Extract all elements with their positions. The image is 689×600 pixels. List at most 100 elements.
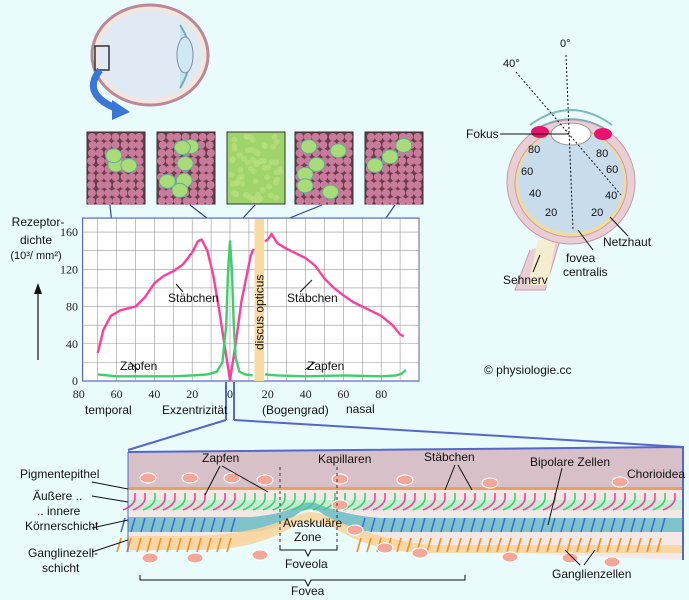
rod-cell (602, 493, 616, 511)
capillary (481, 477, 499, 489)
rod-dot (189, 197, 198, 205)
pigment-epithelium-layer (128, 487, 683, 490)
rod-dot (343, 197, 352, 205)
cone-dot (251, 197, 258, 204)
capillary (181, 472, 199, 484)
rod-dot (206, 181, 215, 189)
rod-cell (182, 493, 196, 511)
rod-dot (198, 165, 207, 173)
capillary (256, 474, 274, 486)
rod-dot (157, 133, 166, 141)
bipolar-cell (390, 517, 396, 533)
rod-dot (120, 197, 129, 205)
cone-dot (395, 137, 413, 153)
cone-cell (562, 493, 576, 511)
capillary (501, 551, 519, 563)
rod-dot (382, 133, 391, 141)
rod-dot (87, 189, 96, 197)
rod-dot (205, 165, 214, 173)
capillary (251, 549, 269, 561)
rod-dot (381, 173, 390, 181)
cone-dot (171, 182, 189, 198)
rod-cell (552, 493, 566, 511)
ganglion-cell (526, 537, 532, 553)
cone-dot (246, 194, 253, 201)
ganglion-cell (146, 537, 152, 553)
rod-dot (198, 157, 207, 165)
rod-dot (206, 149, 215, 157)
x-label-temporal: temporal (85, 403, 132, 417)
rod-dot (96, 189, 105, 197)
cone-dot (158, 173, 176, 189)
rod-dot (181, 133, 190, 141)
bipolar-cell (190, 517, 196, 533)
cone-dot (273, 138, 280, 145)
ganglion-cell (566, 537, 572, 553)
x-tick-label: 60 (337, 387, 349, 401)
cone-dot (258, 158, 265, 165)
axis-0deg (565, 54, 574, 231)
mosaic-rods-with-cones (156, 131, 216, 205)
cone-cell (652, 493, 666, 511)
rod-dot (120, 173, 129, 181)
rod-dot (343, 173, 352, 181)
x-axis-label: Exzentrizität (162, 403, 228, 417)
rod-cell (512, 493, 526, 511)
rod-dot (127, 181, 136, 189)
x-tick-label: 40 (148, 387, 160, 401)
bipolar-cell (640, 517, 646, 533)
eccentricity-tick: 80 (528, 144, 540, 156)
bipolar-cell (120, 517, 126, 533)
eccentricity-tick: 40 (605, 190, 617, 202)
rod-dot (405, 197, 414, 205)
ganglion-cell (156, 537, 162, 553)
ganglion-cell (506, 537, 512, 553)
ganglion-cell (616, 537, 622, 553)
ganglion-cell (356, 537, 362, 553)
ganglion-cell (446, 537, 452, 553)
rod-dot (127, 197, 136, 205)
ganglion-cell (556, 537, 562, 553)
capillary (611, 476, 629, 488)
rod-cell (482, 493, 496, 511)
rod-cell (402, 493, 416, 511)
cone-dot (260, 186, 267, 193)
rod-cell (122, 493, 136, 511)
ganglion-cell (546, 537, 552, 553)
rod-dot (182, 197, 191, 205)
cone-cell (352, 493, 366, 511)
rod-dot (295, 149, 304, 157)
mosaic-cones-only (226, 131, 286, 205)
rod-dot (128, 133, 137, 141)
capillary (331, 499, 349, 511)
bipolar-cells-label: Bipolare Zellen (530, 455, 610, 469)
series-line-cones (97, 240, 253, 378)
bipolar-cell (660, 517, 666, 533)
rod-dot (397, 173, 406, 181)
ganglion-cell (216, 537, 222, 553)
rod-dot (158, 189, 167, 197)
rod-dot (165, 157, 174, 165)
series-line-rods (264, 232, 405, 338)
cone-cell (272, 493, 286, 511)
rod-dot (166, 133, 175, 141)
cone-dot (270, 143, 277, 150)
rod-dot (413, 197, 422, 205)
cone-dot (249, 156, 256, 163)
rod-dot (205, 141, 214, 149)
rod-cell (152, 493, 166, 511)
rod-dot (389, 197, 398, 205)
rod-dot (311, 173, 320, 181)
y-tick-label: 120 (60, 262, 78, 276)
ganglion-cell (576, 537, 582, 553)
rod-dot (135, 165, 144, 173)
rod-dot (198, 181, 207, 189)
bipolar-cell (400, 517, 406, 533)
capillaries-label: Kapillaren (318, 452, 371, 466)
rod-dot (382, 197, 391, 205)
rod-cell (192, 493, 206, 511)
rod-dot (111, 141, 120, 149)
ganglion-layer-label-1: Ganglinezell- (28, 546, 98, 560)
rod-dot (366, 141, 375, 149)
capillary (603, 556, 621, 568)
